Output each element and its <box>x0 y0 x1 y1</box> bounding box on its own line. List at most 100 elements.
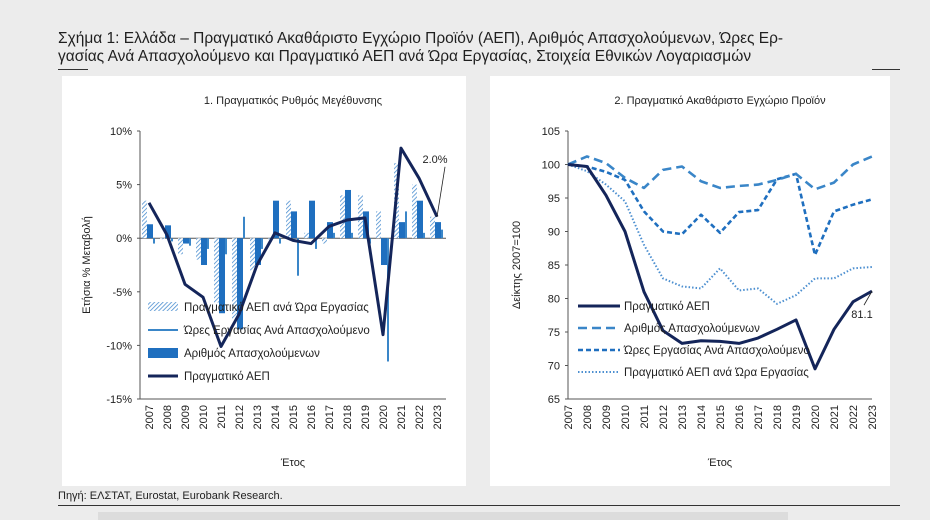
y-tick-label: 5% <box>116 180 132 192</box>
x-tick-label: 2021 <box>829 405 841 429</box>
x-tick-label: 2009 <box>180 405 192 429</box>
x-tick-label: 2018 <box>342 405 354 429</box>
annotation-leader <box>863 290 873 306</box>
chart-panel-growth: 1. Πραγματικός Ρυθμός Μεγέθυνσης -15% -10%… <box>62 76 466 486</box>
bar-hours-per-employee <box>243 216 245 239</box>
x-tick-label: 2010 <box>620 405 632 429</box>
chart-panel-index: 2. Πραγματικό Ακαθάριστο Εγχώριο Προϊόν 6… <box>490 76 890 486</box>
x-tick-label: 2017 <box>324 405 336 429</box>
series-line <box>567 163 873 257</box>
x-tick-label: 2007 <box>563 405 575 429</box>
source-note: Πηγή: ΕΛΣΤΑΤ, Eurostat, Eurobank Researc… <box>58 490 283 502</box>
bar-hours-per-employee <box>153 238 155 244</box>
legend-label: Πραγματικό ΑΕΠ ανά Ώρα Εργασίας <box>624 367 809 379</box>
annotation-leader <box>436 166 446 217</box>
source-rule <box>58 505 900 506</box>
bar-gdp-per-hour <box>412 184 417 239</box>
x-tick-label: 2008 <box>162 405 174 429</box>
x-tick-label: 2023 <box>867 405 879 429</box>
legend-swatch <box>148 302 178 311</box>
bar-gdp-per-hour <box>250 238 255 271</box>
bar-employment <box>255 238 261 265</box>
bar-hours-per-employee <box>225 238 227 255</box>
legend-label: Πραγματικό ΑΕΠ <box>624 301 710 313</box>
bar-gdp-per-hour <box>286 200 291 239</box>
x-tick-label: 2010 <box>198 405 210 429</box>
y-axis-label: Δείκτης 2007=100 <box>511 221 523 309</box>
figure-title-line1: Σχήμα 1: Ελλάδα – Πραγματικό Ακαθάριστο … <box>58 30 784 47</box>
bar-gdp-per-hour <box>322 238 327 244</box>
x-tick-label: 2017 <box>753 405 765 429</box>
y-tick-label: 95 <box>548 193 560 205</box>
y-tick-label: 85 <box>548 260 560 272</box>
y-tick-label: 105 <box>542 126 560 138</box>
x-tick-label: 2013 <box>252 405 264 429</box>
x-tick-label: 2019 <box>791 405 803 429</box>
x-tick-label: 2009 <box>601 405 613 429</box>
legend-label: Πραγματικό ΑΕΠ <box>184 371 270 383</box>
x-tick-label: 2014 <box>270 405 282 429</box>
bar-hours-per-employee <box>171 238 173 242</box>
bar-gdp-per-hour <box>142 200 147 239</box>
x-tick-label: 2016 <box>306 405 318 429</box>
chart-growth-rate: 1. Πραγματικός Ρυθμός Μεγέθυνσης -15% -10%… <box>81 95 448 469</box>
y-axis-label: Ετήσια % Μεταβολή <box>81 216 93 314</box>
title-underline-right <box>872 69 900 70</box>
legend-label: Αριθμός Απασχολούμενων <box>624 323 760 335</box>
x-tick-label: 2008 <box>582 405 594 429</box>
bar-employment <box>237 238 243 330</box>
x-tick-label: 2015 <box>715 405 727 429</box>
bar-employment <box>345 189 351 239</box>
y-tick-label: -15% <box>106 394 132 406</box>
bar-hours-per-employee <box>297 238 299 276</box>
chart-gdp-index: 2. Πραγματικό Ακαθάριστο Εγχώριο Προϊόν 6… <box>511 95 879 469</box>
x-tick-label: 2011 <box>639 405 651 429</box>
x-tick-label: 2007 <box>144 405 156 429</box>
bar-hours-per-employee <box>351 232 353 239</box>
x-tick-label: 2012 <box>234 405 246 429</box>
bar-employment <box>327 222 333 239</box>
bar-hours-per-employee <box>387 238 389 362</box>
x-tick-label: 2023 <box>432 405 444 429</box>
bar-hours-per-employee <box>207 238 209 249</box>
footer-box <box>98 512 788 520</box>
bar-hours-per-employee <box>279 238 281 244</box>
legend-label: Αριθμός Απασχολούμενων <box>184 348 320 360</box>
bar-employment <box>147 224 153 239</box>
x-axis-label: Έτος <box>280 457 305 469</box>
y-tick-label: 65 <box>548 394 560 406</box>
legend-label: Πραγματικό ΑΕΠ ανά Ώρα Εργασίας <box>184 302 369 314</box>
bar-employment <box>309 200 315 239</box>
bar-gdp-per-hour <box>358 195 363 239</box>
bar-gdp-per-hour <box>304 232 309 239</box>
x-tick-label: 2015 <box>288 405 300 429</box>
series-line <box>567 155 873 191</box>
bar-employment <box>435 222 441 239</box>
y-tick-label: 100 <box>542 160 560 172</box>
x-tick-label: 2022 <box>848 405 860 429</box>
bar-employment <box>219 238 225 314</box>
x-tick-label: 2011 <box>216 405 228 429</box>
figure-title-line2: γασίας Ανά Απασχολούμενο και Πραγματικό … <box>58 48 752 65</box>
x-tick-label: 2018 <box>772 405 784 429</box>
bar-employment <box>291 211 297 239</box>
legend-swatch <box>148 348 178 358</box>
bar-gdp-per-hour <box>160 238 165 240</box>
series-line <box>567 163 873 305</box>
x-tick-label: 2013 <box>677 405 689 429</box>
bar-hours-per-employee <box>423 232 425 239</box>
bar-employment <box>165 225 171 239</box>
bar-gdp-per-hour <box>340 195 345 239</box>
x-axis-label: Έτος <box>707 457 732 469</box>
bar-hours-per-employee <box>189 238 191 246</box>
title-underline-left <box>58 69 88 70</box>
bar-employment <box>183 238 189 244</box>
y-tick-label: 90 <box>548 227 560 239</box>
bar-employment <box>201 238 207 265</box>
annotation-label: 2.0% <box>422 154 447 166</box>
x-tick-label: 2021 <box>396 405 408 429</box>
series-line <box>567 163 873 371</box>
y-tick-label: 70 <box>548 361 560 373</box>
bar-employment <box>417 200 423 239</box>
x-tick-label: 2012 <box>658 405 670 429</box>
